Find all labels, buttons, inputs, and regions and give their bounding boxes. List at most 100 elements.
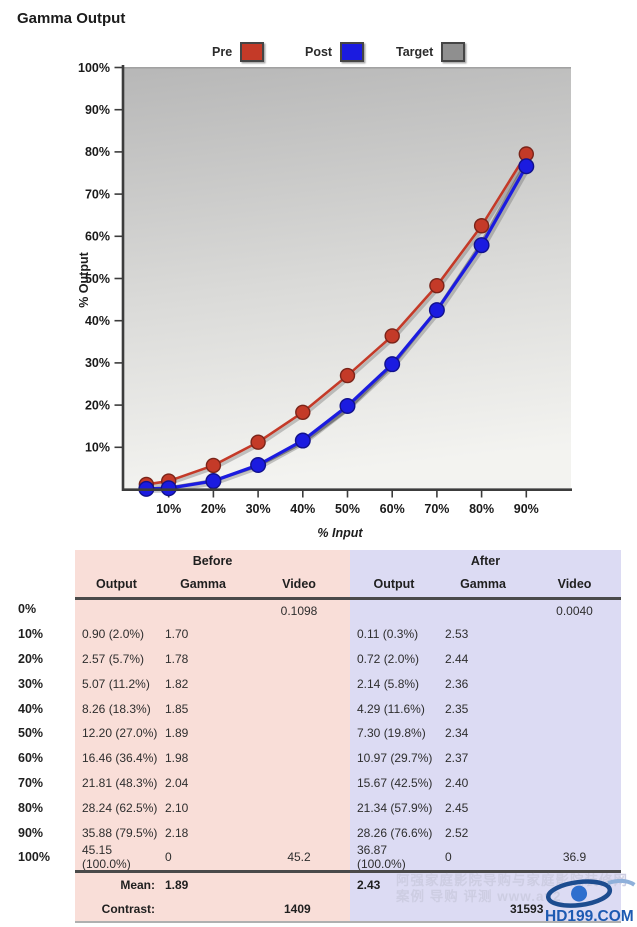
cell-after-gamma: 2.52 <box>438 820 528 845</box>
cell-after-output: 36.87 (100.0%) <box>350 843 438 871</box>
cell-before-gamma: 1.82 <box>158 671 248 697</box>
axis-lines <box>121 65 572 491</box>
row-label: 20% <box>18 651 44 666</box>
cell-before-video: 0.1098 <box>248 597 350 622</box>
contrast-after-value: 31593 <box>350 896 621 923</box>
gamma-table: Before After Output Gamma Video Output G… <box>10 550 621 923</box>
cell-after-video <box>528 795 621 821</box>
cell-after-gamma: 2.37 <box>438 745 528 771</box>
row-label: 40% <box>18 701 44 716</box>
cell-before-video <box>248 770 350 796</box>
svg-text:20%: 20% <box>85 398 110 412</box>
cell-after-output <box>350 597 438 622</box>
cell-before-video <box>248 820 350 845</box>
col-header-after-output: Output <box>350 571 438 597</box>
legend-item-post: Post <box>305 42 365 62</box>
row-label: 0% <box>18 602 37 617</box>
legend-label-post: Post <box>305 45 333 59</box>
cell-before-gamma: 1.89 <box>158 720 248 746</box>
cell-before-output <box>75 597 158 622</box>
svg-text:10%: 10% <box>85 441 110 455</box>
svg-text:20%: 20% <box>201 502 226 516</box>
legend-swatch-pre-icon <box>240 42 265 62</box>
cell-before-output: 35.88 (79.5%) <box>75 820 158 845</box>
cell-after-video <box>528 696 621 721</box>
row-label: 80% <box>18 800 44 815</box>
cell-before-video <box>248 621 350 647</box>
svg-text:80%: 80% <box>85 145 110 159</box>
legend-label-pre: Pre <box>212 45 233 59</box>
cell-after-video <box>528 621 621 647</box>
contrast-before-value: 1409 <box>158 896 350 923</box>
cell-after-output: 7.30 (19.8%) <box>350 720 438 746</box>
axis-ticks: 10% 20% 30% 40% 50% 60% 70% 80% 90% 100% 10% 20% 30%… <box>78 61 539 516</box>
table-corner <box>10 550 75 571</box>
cell-before-output: 2.57 (5.7%) <box>75 646 158 672</box>
col-header-after-gamma: Gamma <box>438 571 528 597</box>
mean-before-spacer <box>248 869 350 897</box>
cell-after-gamma: 2.53 <box>438 621 528 647</box>
cell-after-gamma: 0 <box>438 844 528 870</box>
row-label: 70% <box>18 775 44 790</box>
cell-before-gamma: 1.85 <box>158 696 248 721</box>
row-label: 60% <box>18 751 44 766</box>
cell-before-gamma: 2.04 <box>158 770 248 796</box>
cell-before-output: 45.15 (100.0%) <box>75 843 158 871</box>
legend-item-target: Target <box>396 42 466 62</box>
cell-after-gamma: 2.34 <box>438 720 528 746</box>
cell-before-video <box>248 671 350 697</box>
cell-before-output: 21.81 (48.3%) <box>75 770 158 796</box>
row-label: 50% <box>18 726 44 741</box>
cell-after-video <box>528 646 621 672</box>
cell-before-video <box>248 795 350 821</box>
svg-text:90%: 90% <box>85 103 110 117</box>
cell-after-output: 28.26 (76.6%) <box>350 820 438 845</box>
cell-after-gamma: 2.45 <box>438 795 528 821</box>
cell-before-video <box>248 646 350 672</box>
cell-before-gamma <box>158 597 248 622</box>
cell-before-output: 0.90 (2.0%) <box>75 621 158 647</box>
cell-before-video <box>248 745 350 771</box>
plot-area <box>123 67 571 490</box>
svg-text:40%: 40% <box>85 314 110 328</box>
cell-after-output: 2.14 (5.8%) <box>350 671 438 697</box>
cell-after-video <box>528 770 621 796</box>
legend-item-pre: Pre <box>212 42 265 62</box>
cell-before-output: 16.46 (36.4%) <box>75 745 158 771</box>
cell-after-gamma: 2.40 <box>438 770 528 796</box>
x-axis-title: % Input <box>317 526 363 540</box>
table-corner <box>10 897 75 923</box>
svg-text:70%: 70% <box>85 187 110 201</box>
cell-after-video <box>528 820 621 845</box>
cell-after-gamma: 2.35 <box>438 696 528 721</box>
cell-after-gamma: 2.36 <box>438 671 528 697</box>
cell-after-video <box>528 671 621 697</box>
gamma-chart: 10% 20% 30% 40% 50% 60% 70% 80% 90% 100% 10% 20% 30%… <box>77 61 572 540</box>
mean-after-value: 2.43 <box>350 869 621 897</box>
cell-before-output: 12.20 (27.0%) <box>75 720 158 746</box>
svg-text:90%: 90% <box>514 502 539 516</box>
cell-after-output: 0.72 (2.0%) <box>350 646 438 672</box>
svg-text:40%: 40% <box>290 502 315 516</box>
cell-after-video <box>528 745 621 771</box>
col-header-after-video: Video <box>528 571 621 597</box>
contrast-label: Contrast: <box>75 896 158 923</box>
chart-series <box>138 146 535 497</box>
cell-before-gamma: 1.78 <box>158 646 248 672</box>
cell-after-video: 0.0040 <box>528 597 621 622</box>
row-label: 90% <box>18 825 44 840</box>
mean-label: Mean: <box>75 869 158 897</box>
cell-after-video <box>528 720 621 746</box>
cell-before-video: 45.2 <box>248 844 350 870</box>
cell-after-output: 10.97 (29.7%) <box>350 745 438 771</box>
legend-swatch-post-icon <box>340 42 365 62</box>
cell-before-gamma: 2.10 <box>158 795 248 821</box>
legend-swatch-target-icon <box>441 42 466 62</box>
row-label: 10% <box>18 627 44 642</box>
table-corner <box>10 870 75 897</box>
svg-text:70%: 70% <box>424 502 449 516</box>
col-header-before-output: Output <box>75 571 158 597</box>
svg-text:30%: 30% <box>85 356 110 370</box>
y-axis-title: % Output <box>77 251 91 307</box>
row-label: 100% <box>18 850 50 865</box>
